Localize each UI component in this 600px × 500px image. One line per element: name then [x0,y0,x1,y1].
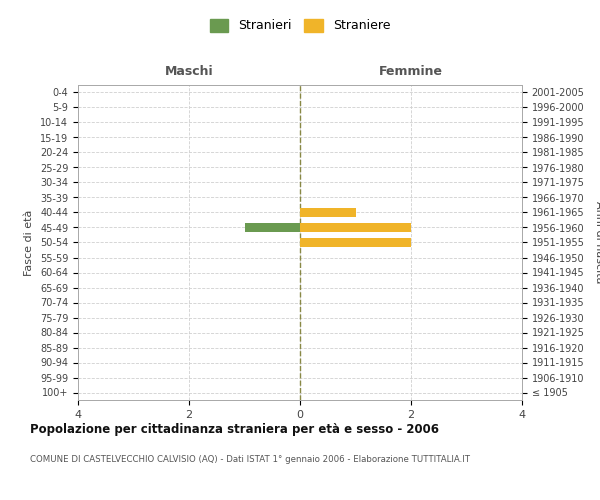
Bar [245,222,300,232]
Text: Popolazione per cittadinanza straniera per età e sesso - 2006: Popolazione per cittadinanza straniera p… [30,422,439,436]
Legend: Stranieri, Straniere: Stranieri, Straniere [205,14,395,38]
Bar [300,208,356,218]
Text: Femmine: Femmine [379,65,443,78]
Bar [300,238,411,248]
Text: COMUNE DI CASTELVECCHIO CALVISIO (AQ) - Dati ISTAT 1° gennaio 2006 - Elaborazion: COMUNE DI CASTELVECCHIO CALVISIO (AQ) - … [30,455,470,464]
Text: Maschi: Maschi [164,65,214,78]
Y-axis label: Anni di nascita: Anni di nascita [594,201,600,284]
Bar [300,222,411,232]
Y-axis label: Fasce di età: Fasce di età [25,210,34,276]
